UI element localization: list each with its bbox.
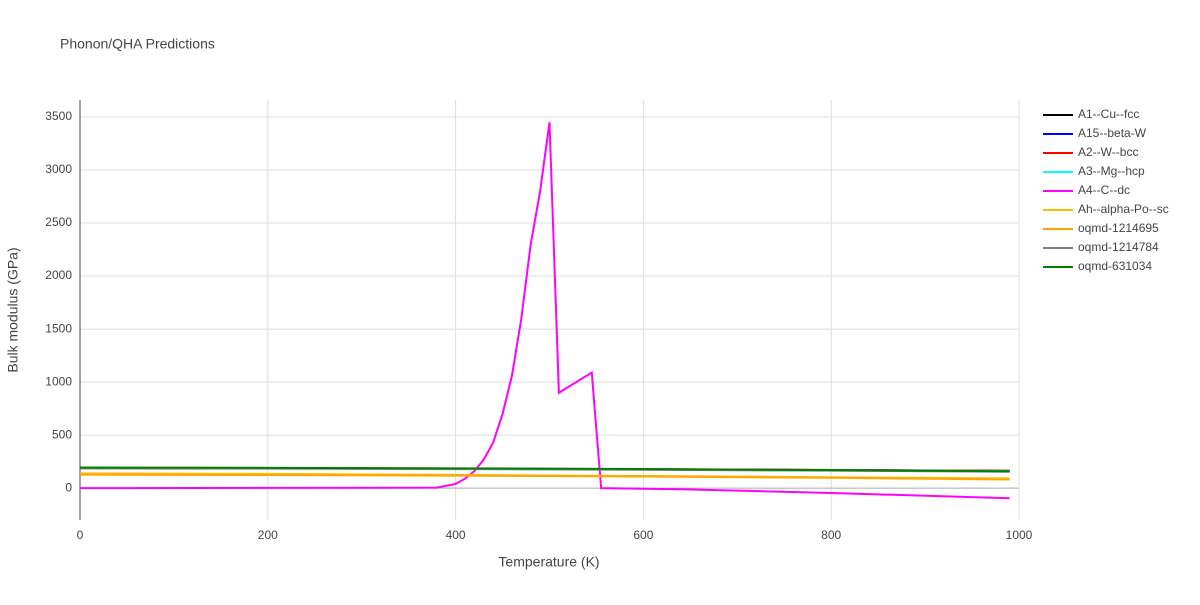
y-tick-label: 2000 bbox=[45, 268, 72, 282]
series-line bbox=[79, 122, 1010, 500]
legend-label: Ah--alpha-Po--sc bbox=[1078, 202, 1169, 216]
legend-label: A2--W--bcc bbox=[1078, 145, 1138, 159]
x-tick-label: 800 bbox=[821, 528, 841, 542]
legend-label: oqmd-1214784 bbox=[1078, 240, 1159, 254]
y-tick-label: 3500 bbox=[45, 109, 72, 123]
legend-label: A1--Cu--fcc bbox=[1078, 107, 1139, 121]
x-tick-label: 0 bbox=[77, 528, 84, 542]
legend-label: A3--Mg--hcp bbox=[1078, 164, 1145, 178]
x-tick-label: 600 bbox=[633, 528, 653, 542]
y-tick-label: 2500 bbox=[45, 215, 72, 229]
chart-title: Phonon/QHA Predictions bbox=[60, 36, 215, 52]
y-tick-label: 500 bbox=[52, 427, 72, 441]
legend-label: A4--C--dc bbox=[1078, 183, 1130, 197]
x-axis-title: Temperature (K) bbox=[498, 554, 599, 570]
legend-label: A15--beta-W bbox=[1078, 126, 1147, 140]
y-tick-label: 1000 bbox=[45, 374, 72, 388]
y-tick-label: 1500 bbox=[45, 321, 72, 335]
x-tick-label: 400 bbox=[446, 528, 466, 542]
y-tick-label: 3000 bbox=[45, 162, 72, 176]
y-axis-title: Bulk modulus (GPa) bbox=[5, 247, 21, 372]
legend-label: oqmd-631034 bbox=[1078, 259, 1152, 273]
y-tick-label: 0 bbox=[65, 480, 72, 494]
legend-label: oqmd-1214695 bbox=[1078, 221, 1159, 235]
series-line bbox=[79, 466, 1010, 473]
x-tick-label: 200 bbox=[258, 528, 278, 542]
x-tick-label: 1000 bbox=[1006, 528, 1033, 542]
series-line bbox=[79, 473, 1010, 481]
